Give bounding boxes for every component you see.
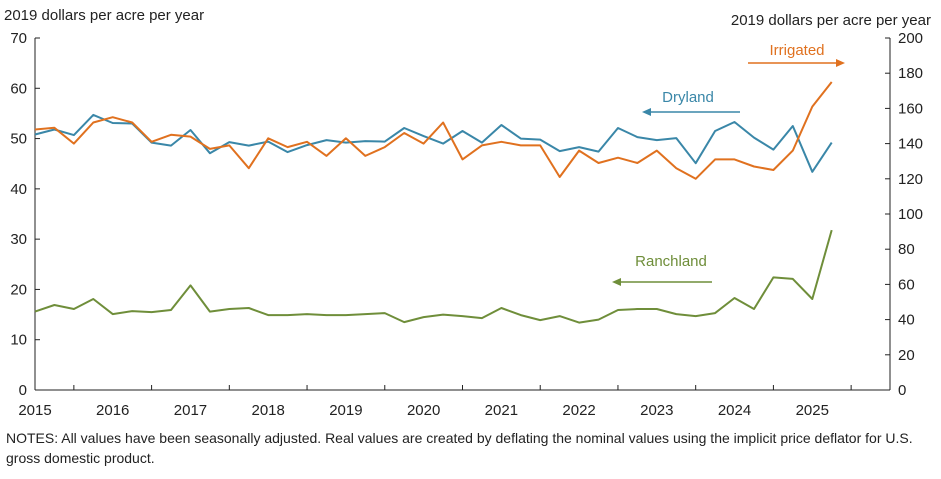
- right-tick-label: 140: [898, 136, 923, 153]
- right-tick-label: 60: [898, 276, 915, 293]
- left-tick-label: 20: [10, 281, 27, 298]
- left-tick-label: 40: [10, 181, 27, 198]
- left-tick-label: 60: [10, 80, 27, 97]
- right-tick-label: 160: [898, 100, 923, 117]
- irrigated-arrow-head: [836, 59, 845, 67]
- x-tick-label: 2024: [718, 402, 751, 419]
- x-tick-label: 2022: [562, 402, 595, 419]
- series-line-irrigated: [34, 81, 833, 180]
- right-axis-title: 2019 dollars per acre per year: [731, 12, 931, 29]
- dryland-arrow-head: [642, 108, 651, 116]
- dryland-annotation: Dryland: [642, 89, 740, 116]
- right-tick-label: 20: [898, 347, 915, 364]
- x-tick-label: 2017: [174, 402, 207, 419]
- line-chart: 0 10 20 30 40 50 60 70 0 20 40 60 80 100 120 140 160 180 2…: [4, 7, 931, 419]
- left-tick-label: 50: [10, 131, 27, 148]
- right-tick-label: 120: [898, 171, 923, 188]
- right-tick-label: 40: [898, 312, 915, 329]
- x-tick-label: 2023: [640, 402, 673, 419]
- right-tick-label: 200: [898, 30, 923, 47]
- notes: NOTES: All values have been seasonally a…: [6, 430, 913, 466]
- irrigated-annotation: Irrigated: [748, 42, 845, 67]
- right-tick-label: 0: [898, 382, 906, 399]
- irrigated-label: Irrigated: [769, 42, 824, 59]
- x-tick-label: 2020: [407, 402, 440, 419]
- x-tick-label: 2025: [796, 402, 829, 419]
- left-tick-label: 30: [10, 231, 27, 248]
- series-line-ranchland: [34, 229, 833, 324]
- right-tick-label: 180: [898, 65, 923, 82]
- left-tick-label: 10: [10, 332, 27, 349]
- x-tick-label: 2019: [329, 402, 362, 419]
- series-line-dryland: [34, 113, 833, 173]
- x-tick-label: 2015: [18, 402, 51, 419]
- series-lines: [34, 81, 833, 324]
- ranchland-annotation: Ranchland: [612, 253, 712, 286]
- right-tick-label: 100: [898, 206, 923, 223]
- right-tick-label: 80: [898, 241, 915, 258]
- dryland-label: Dryland: [662, 89, 714, 106]
- ranchland-label: Ranchland: [635, 253, 707, 270]
- x-tick-label: 2016: [96, 402, 129, 419]
- left-axis-title: 2019 dollars per acre per year: [4, 7, 204, 24]
- left-tick-label: 0: [19, 382, 27, 399]
- axes: 0 10 20 30 40 50 60 70 0 20 40 60 80 100 120 140 160 180 2…: [10, 30, 923, 419]
- left-tick-label: 70: [10, 30, 27, 47]
- ranchland-arrow-head: [612, 278, 621, 286]
- x-tick-label: 2018: [251, 402, 284, 419]
- x-tick-label: 2021: [485, 402, 518, 419]
